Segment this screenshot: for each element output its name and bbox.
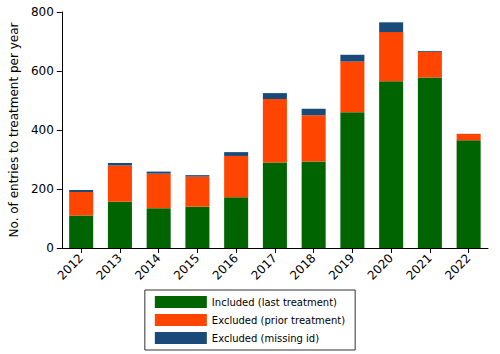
svg-text:2016: 2016 — [210, 251, 241, 282]
svg-text:Included (last treatment): Included (last treatment) — [212, 297, 337, 308]
svg-text:800: 800 — [31, 5, 54, 19]
svg-text:2021: 2021 — [403, 251, 434, 282]
svg-text:2017: 2017 — [248, 251, 279, 282]
svg-text:2018: 2018 — [287, 251, 318, 282]
svg-text:2020: 2020 — [365, 251, 396, 282]
svg-text:2012: 2012 — [55, 251, 86, 282]
svg-text:No. of entries to treatment pe: No. of entries to treatment per year — [7, 22, 21, 237]
svg-text:0: 0 — [46, 241, 54, 255]
svg-text:Excluded (prior treatment): Excluded (prior treatment) — [212, 315, 345, 326]
svg-text:400: 400 — [31, 123, 54, 137]
svg-text:Excluded (missing id): Excluded (missing id) — [212, 333, 319, 344]
svg-text:2019: 2019 — [326, 251, 357, 282]
svg-text:200: 200 — [31, 182, 54, 196]
svg-text:2015: 2015 — [171, 251, 202, 282]
svg-text:2013: 2013 — [93, 251, 124, 282]
svg-text:2022: 2022 — [442, 251, 473, 282]
svg-text:600: 600 — [31, 64, 54, 78]
svg-text:2014: 2014 — [132, 251, 163, 282]
